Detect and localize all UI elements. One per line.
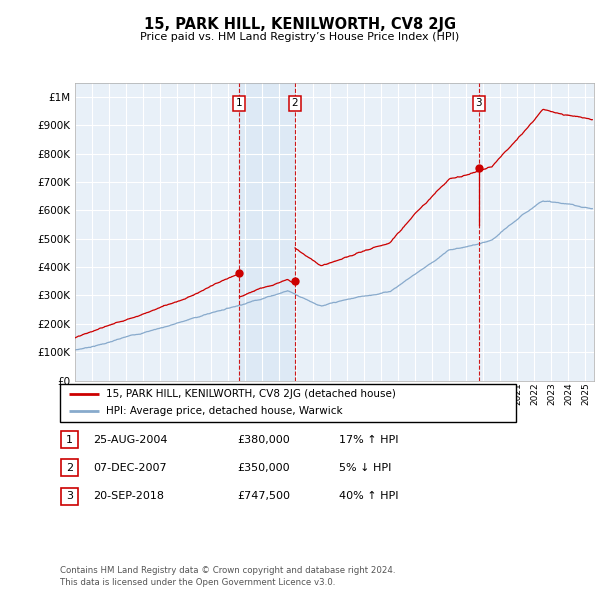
Text: Price paid vs. HM Land Registry’s House Price Index (HPI): Price paid vs. HM Land Registry’s House … (140, 32, 460, 42)
Text: 15, PARK HILL, KENILWORTH, CV8 2JG (detached house): 15, PARK HILL, KENILWORTH, CV8 2JG (deta… (106, 389, 395, 399)
Text: 2: 2 (292, 99, 298, 109)
Text: 07-DEC-2007: 07-DEC-2007 (93, 463, 167, 473)
Text: Contains HM Land Registry data © Crown copyright and database right 2024.
This d: Contains HM Land Registry data © Crown c… (60, 566, 395, 587)
Bar (239, 83, 295, 381)
Text: 5% ↓ HPI: 5% ↓ HPI (339, 463, 391, 473)
Text: £380,000: £380,000 (237, 435, 290, 444)
Text: 1: 1 (66, 435, 73, 444)
Text: £350,000: £350,000 (237, 463, 290, 473)
Text: 15, PARK HILL, KENILWORTH, CV8 2JG: 15, PARK HILL, KENILWORTH, CV8 2JG (144, 17, 456, 31)
Text: 20-SEP-2018: 20-SEP-2018 (93, 491, 164, 501)
Text: 2: 2 (66, 463, 73, 473)
Text: 17% ↑ HPI: 17% ↑ HPI (339, 435, 398, 444)
Text: HPI: Average price, detached house, Warwick: HPI: Average price, detached house, Warw… (106, 406, 342, 416)
Text: 3: 3 (66, 491, 73, 501)
Text: 40% ↑ HPI: 40% ↑ HPI (339, 491, 398, 501)
Text: 25-AUG-2004: 25-AUG-2004 (93, 435, 167, 444)
Text: 3: 3 (475, 99, 482, 109)
Text: 1: 1 (236, 99, 242, 109)
Text: £747,500: £747,500 (237, 491, 290, 501)
